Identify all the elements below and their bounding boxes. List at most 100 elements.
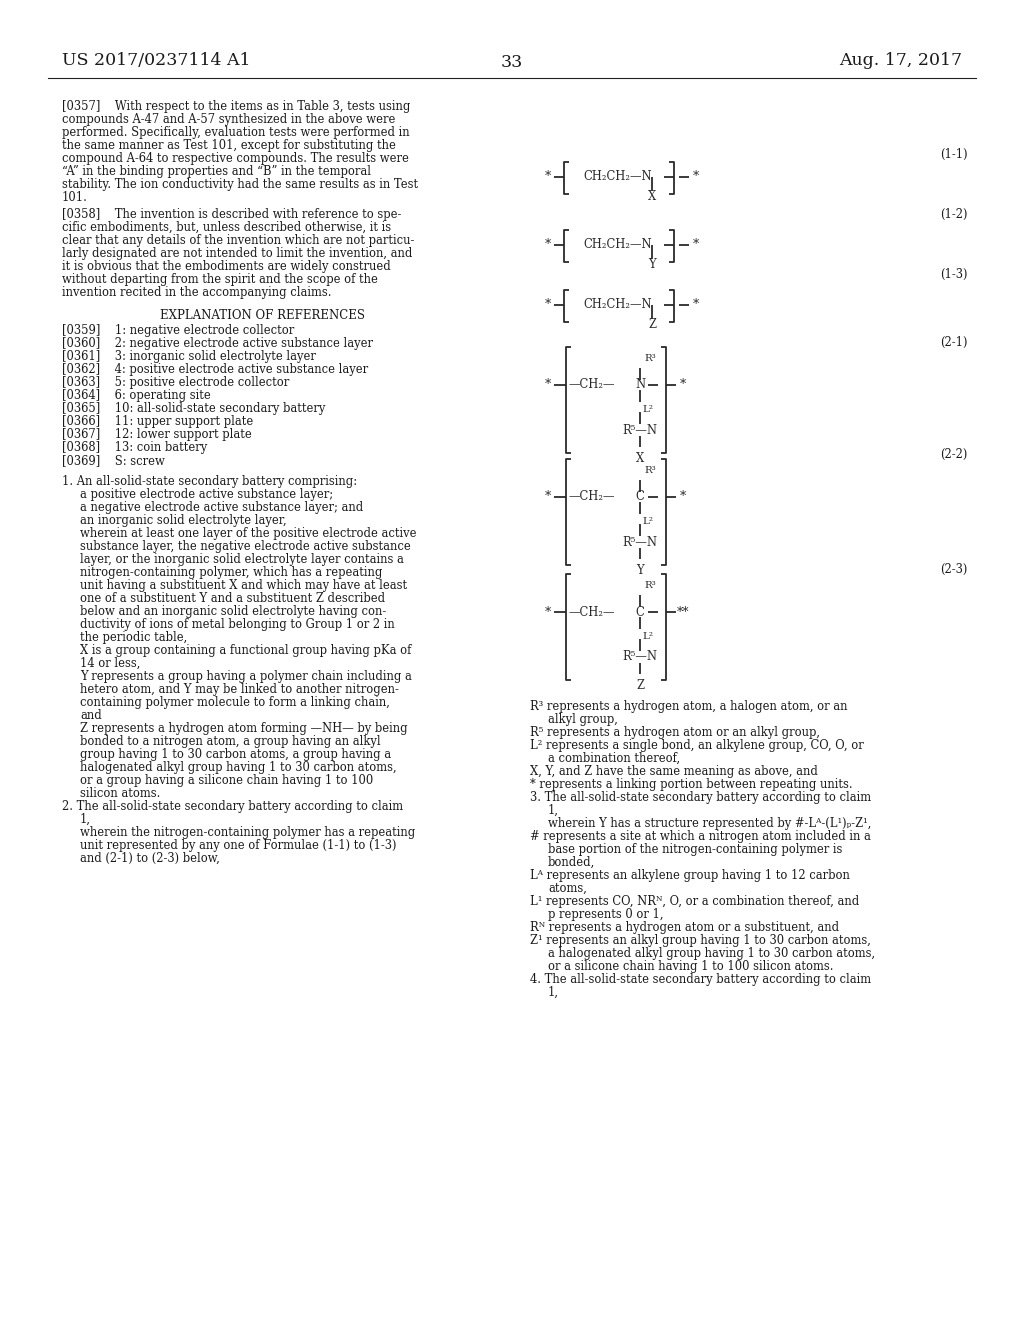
- Text: stability. The ion conductivity had the same results as in Test: stability. The ion conductivity had the …: [62, 178, 418, 191]
- Text: [0367]    12: lower support plate: [0367] 12: lower support plate: [62, 428, 252, 441]
- Text: Y: Y: [636, 564, 644, 577]
- Text: Aug. 17, 2017: Aug. 17, 2017: [839, 51, 962, 69]
- Text: layer, or the inorganic solid electrolyte layer contains a: layer, or the inorganic solid electrolyt…: [80, 553, 403, 566]
- Text: *: *: [545, 606, 551, 619]
- Text: unit having a substituent X and which may have at least: unit having a substituent X and which ma…: [80, 579, 408, 591]
- Text: [0358]    The invention is described with reference to spe-: [0358] The invention is described with r…: [62, 209, 401, 220]
- Text: L² represents a single bond, an alkylene group, CO, O, or: L² represents a single bond, an alkylene…: [530, 739, 864, 752]
- Text: —CH₂—: —CH₂—: [568, 491, 615, 503]
- Text: R⁵—N: R⁵—N: [622, 651, 657, 664]
- Text: [0366]    11: upper support plate: [0366] 11: upper support plate: [62, 414, 253, 428]
- Text: Z: Z: [636, 678, 644, 692]
- Text: clear that any details of the invention which are not particu-: clear that any details of the invention …: [62, 234, 415, 247]
- Text: and: and: [80, 709, 101, 722]
- Text: *: *: [680, 379, 686, 392]
- Text: 4. The all-solid-state secondary battery according to claim: 4. The all-solid-state secondary battery…: [530, 973, 871, 986]
- Text: hetero atom, and Y may be linked to another nitrogen-: hetero atom, and Y may be linked to anot…: [80, 682, 399, 696]
- Text: 1,: 1,: [548, 986, 559, 999]
- Text: [0364]    6: operating site: [0364] 6: operating site: [62, 389, 211, 403]
- Text: C: C: [636, 491, 644, 503]
- Text: *: *: [693, 170, 699, 183]
- Text: R⁵—N: R⁵—N: [622, 536, 657, 549]
- Text: (1-2): (1-2): [940, 209, 968, 220]
- Text: 14 or less,: 14 or less,: [80, 657, 140, 671]
- Text: wherein the nitrogen-containing polymer has a repeating: wherein the nitrogen-containing polymer …: [80, 826, 416, 840]
- Text: silicon atoms.: silicon atoms.: [80, 787, 161, 800]
- Text: Y: Y: [648, 259, 655, 272]
- Text: Z¹ represents an alkyl group having 1 to 30 carbon atoms,: Z¹ represents an alkyl group having 1 to…: [530, 935, 870, 946]
- Text: # represents a site at which a nitrogen atom included in a: # represents a site at which a nitrogen …: [530, 830, 870, 843]
- Text: without departing from the spirit and the scope of the: without departing from the spirit and th…: [62, 273, 378, 286]
- Text: compound A-64 to respective compounds. The results were: compound A-64 to respective compounds. T…: [62, 152, 409, 165]
- Text: [0368]    13: coin battery: [0368] 13: coin battery: [62, 441, 207, 454]
- Text: (1-1): (1-1): [940, 148, 968, 161]
- Text: (2-2): (2-2): [940, 447, 968, 461]
- Text: the same manner as Test 101, except for substituting the: the same manner as Test 101, except for …: [62, 139, 396, 152]
- Text: X, Y, and Z have the same meaning as above, and: X, Y, and Z have the same meaning as abo…: [530, 766, 818, 777]
- Text: (2-3): (2-3): [940, 564, 968, 576]
- Text: “A” in the binding properties and “B” in the temporal: “A” in the binding properties and “B” in…: [62, 165, 371, 178]
- Text: atoms,: atoms,: [548, 882, 587, 895]
- Text: X: X: [648, 190, 656, 203]
- Text: L²: L²: [642, 517, 653, 525]
- Text: bonded,: bonded,: [548, 855, 595, 869]
- Text: a negative electrode active substance layer; and: a negative electrode active substance la…: [80, 502, 364, 513]
- Text: L²: L²: [642, 632, 653, 642]
- Text: L¹ represents CO, NRᴺ, O, or a combination thereof, and: L¹ represents CO, NRᴺ, O, or a combinati…: [530, 895, 859, 908]
- Text: one of a substituent Y and a substituent Z described: one of a substituent Y and a substituent…: [80, 591, 385, 605]
- Text: 1,: 1,: [548, 804, 559, 817]
- Text: a positive electrode active substance layer;: a positive electrode active substance la…: [80, 488, 333, 502]
- Text: a halogenated alkyl group having 1 to 30 carbon atoms,: a halogenated alkyl group having 1 to 30…: [548, 946, 876, 960]
- Text: [0359]    1: negative electrode collector: [0359] 1: negative electrode collector: [62, 323, 294, 337]
- Text: [0363]    5: positive electrode collector: [0363] 5: positive electrode collector: [62, 376, 289, 389]
- Text: R⁵—N: R⁵—N: [622, 424, 657, 437]
- Text: *: *: [693, 298, 699, 312]
- Text: EXPLANATION OF REFERENCES: EXPLANATION OF REFERENCES: [160, 309, 365, 322]
- Text: *: *: [545, 298, 551, 312]
- Text: CH₂CH₂—N: CH₂CH₂—N: [584, 239, 652, 252]
- Text: 2. The all-solid-state secondary battery according to claim: 2. The all-solid-state secondary battery…: [62, 800, 403, 813]
- Text: CH₂CH₂—N: CH₂CH₂—N: [584, 170, 652, 183]
- Text: 33: 33: [501, 54, 523, 71]
- Text: X is a group containing a functional group having pKa of: X is a group containing a functional gro…: [80, 644, 412, 657]
- Text: *: *: [680, 491, 686, 503]
- Text: *: *: [693, 239, 699, 252]
- Text: larly designated are not intended to limit the invention, and: larly designated are not intended to lim…: [62, 247, 413, 260]
- Text: compounds A-47 and A-57 synthesized in the above were: compounds A-47 and A-57 synthesized in t…: [62, 114, 395, 125]
- Text: group having 1 to 30 carbon atoms, a group having a: group having 1 to 30 carbon atoms, a gro…: [80, 748, 391, 762]
- Text: substance layer, the negative electrode active substance: substance layer, the negative electrode …: [80, 540, 411, 553]
- Text: nitrogen-containing polymer, which has a repeating: nitrogen-containing polymer, which has a…: [80, 566, 382, 579]
- Text: R³: R³: [644, 581, 655, 590]
- Text: R³: R³: [644, 354, 655, 363]
- Text: alkyl group,: alkyl group,: [548, 713, 617, 726]
- Text: 1,: 1,: [80, 813, 91, 826]
- Text: [0357]    With respect to the items as in Table 3, tests using: [0357] With respect to the items as in T…: [62, 100, 411, 114]
- Text: below and an inorganic solid electrolyte having con-: below and an inorganic solid electrolyte…: [80, 605, 386, 618]
- Text: invention recited in the accompanying claims.: invention recited in the accompanying cl…: [62, 286, 332, 300]
- Text: (1-3): (1-3): [940, 268, 968, 281]
- Text: an inorganic solid electrolyte layer,: an inorganic solid electrolyte layer,: [80, 513, 287, 527]
- Text: * represents a linking portion between repeating units.: * represents a linking portion between r…: [530, 777, 853, 791]
- Text: it is obvious that the embodiments are widely construed: it is obvious that the embodiments are w…: [62, 260, 391, 273]
- Text: Y represents a group having a polymer chain including a: Y represents a group having a polymer ch…: [80, 671, 412, 682]
- Text: [0362]    4: positive electrode active substance layer: [0362] 4: positive electrode active subs…: [62, 363, 368, 376]
- Text: [0365]    10: all-solid-state secondary battery: [0365] 10: all-solid-state secondary bat…: [62, 403, 326, 414]
- Text: C: C: [636, 606, 644, 619]
- Text: wherein at least one layer of the positive electrode active: wherein at least one layer of the positi…: [80, 527, 417, 540]
- Text: bonded to a nitrogen atom, a group having an alkyl: bonded to a nitrogen atom, a group havin…: [80, 735, 381, 748]
- Text: [0360]    2: negative electrode active substance layer: [0360] 2: negative electrode active subs…: [62, 337, 373, 350]
- Text: —CH₂—: —CH₂—: [568, 379, 615, 392]
- Text: X: X: [636, 451, 644, 465]
- Text: *: *: [545, 239, 551, 252]
- Text: and (2-1) to (2-3) below,: and (2-1) to (2-3) below,: [80, 851, 220, 865]
- Text: ductivity of ions of metal belonging to Group 1 or 2 in: ductivity of ions of metal belonging to …: [80, 618, 394, 631]
- Text: 1. An all-solid-state secondary battery comprising:: 1. An all-solid-state secondary battery …: [62, 475, 357, 488]
- Text: Z: Z: [648, 318, 656, 331]
- Text: or a silicone chain having 1 to 100 silicon atoms.: or a silicone chain having 1 to 100 sili…: [548, 960, 834, 973]
- Text: CH₂CH₂—N: CH₂CH₂—N: [584, 298, 652, 312]
- Text: Rᴺ represents a hydrogen atom or a substituent, and: Rᴺ represents a hydrogen atom or a subst…: [530, 921, 839, 935]
- Text: *: *: [545, 379, 551, 392]
- Text: Z represents a hydrogen atom forming —NH— by being: Z represents a hydrogen atom forming —NH…: [80, 722, 408, 735]
- Text: L²: L²: [642, 405, 653, 414]
- Text: 101.: 101.: [62, 191, 88, 205]
